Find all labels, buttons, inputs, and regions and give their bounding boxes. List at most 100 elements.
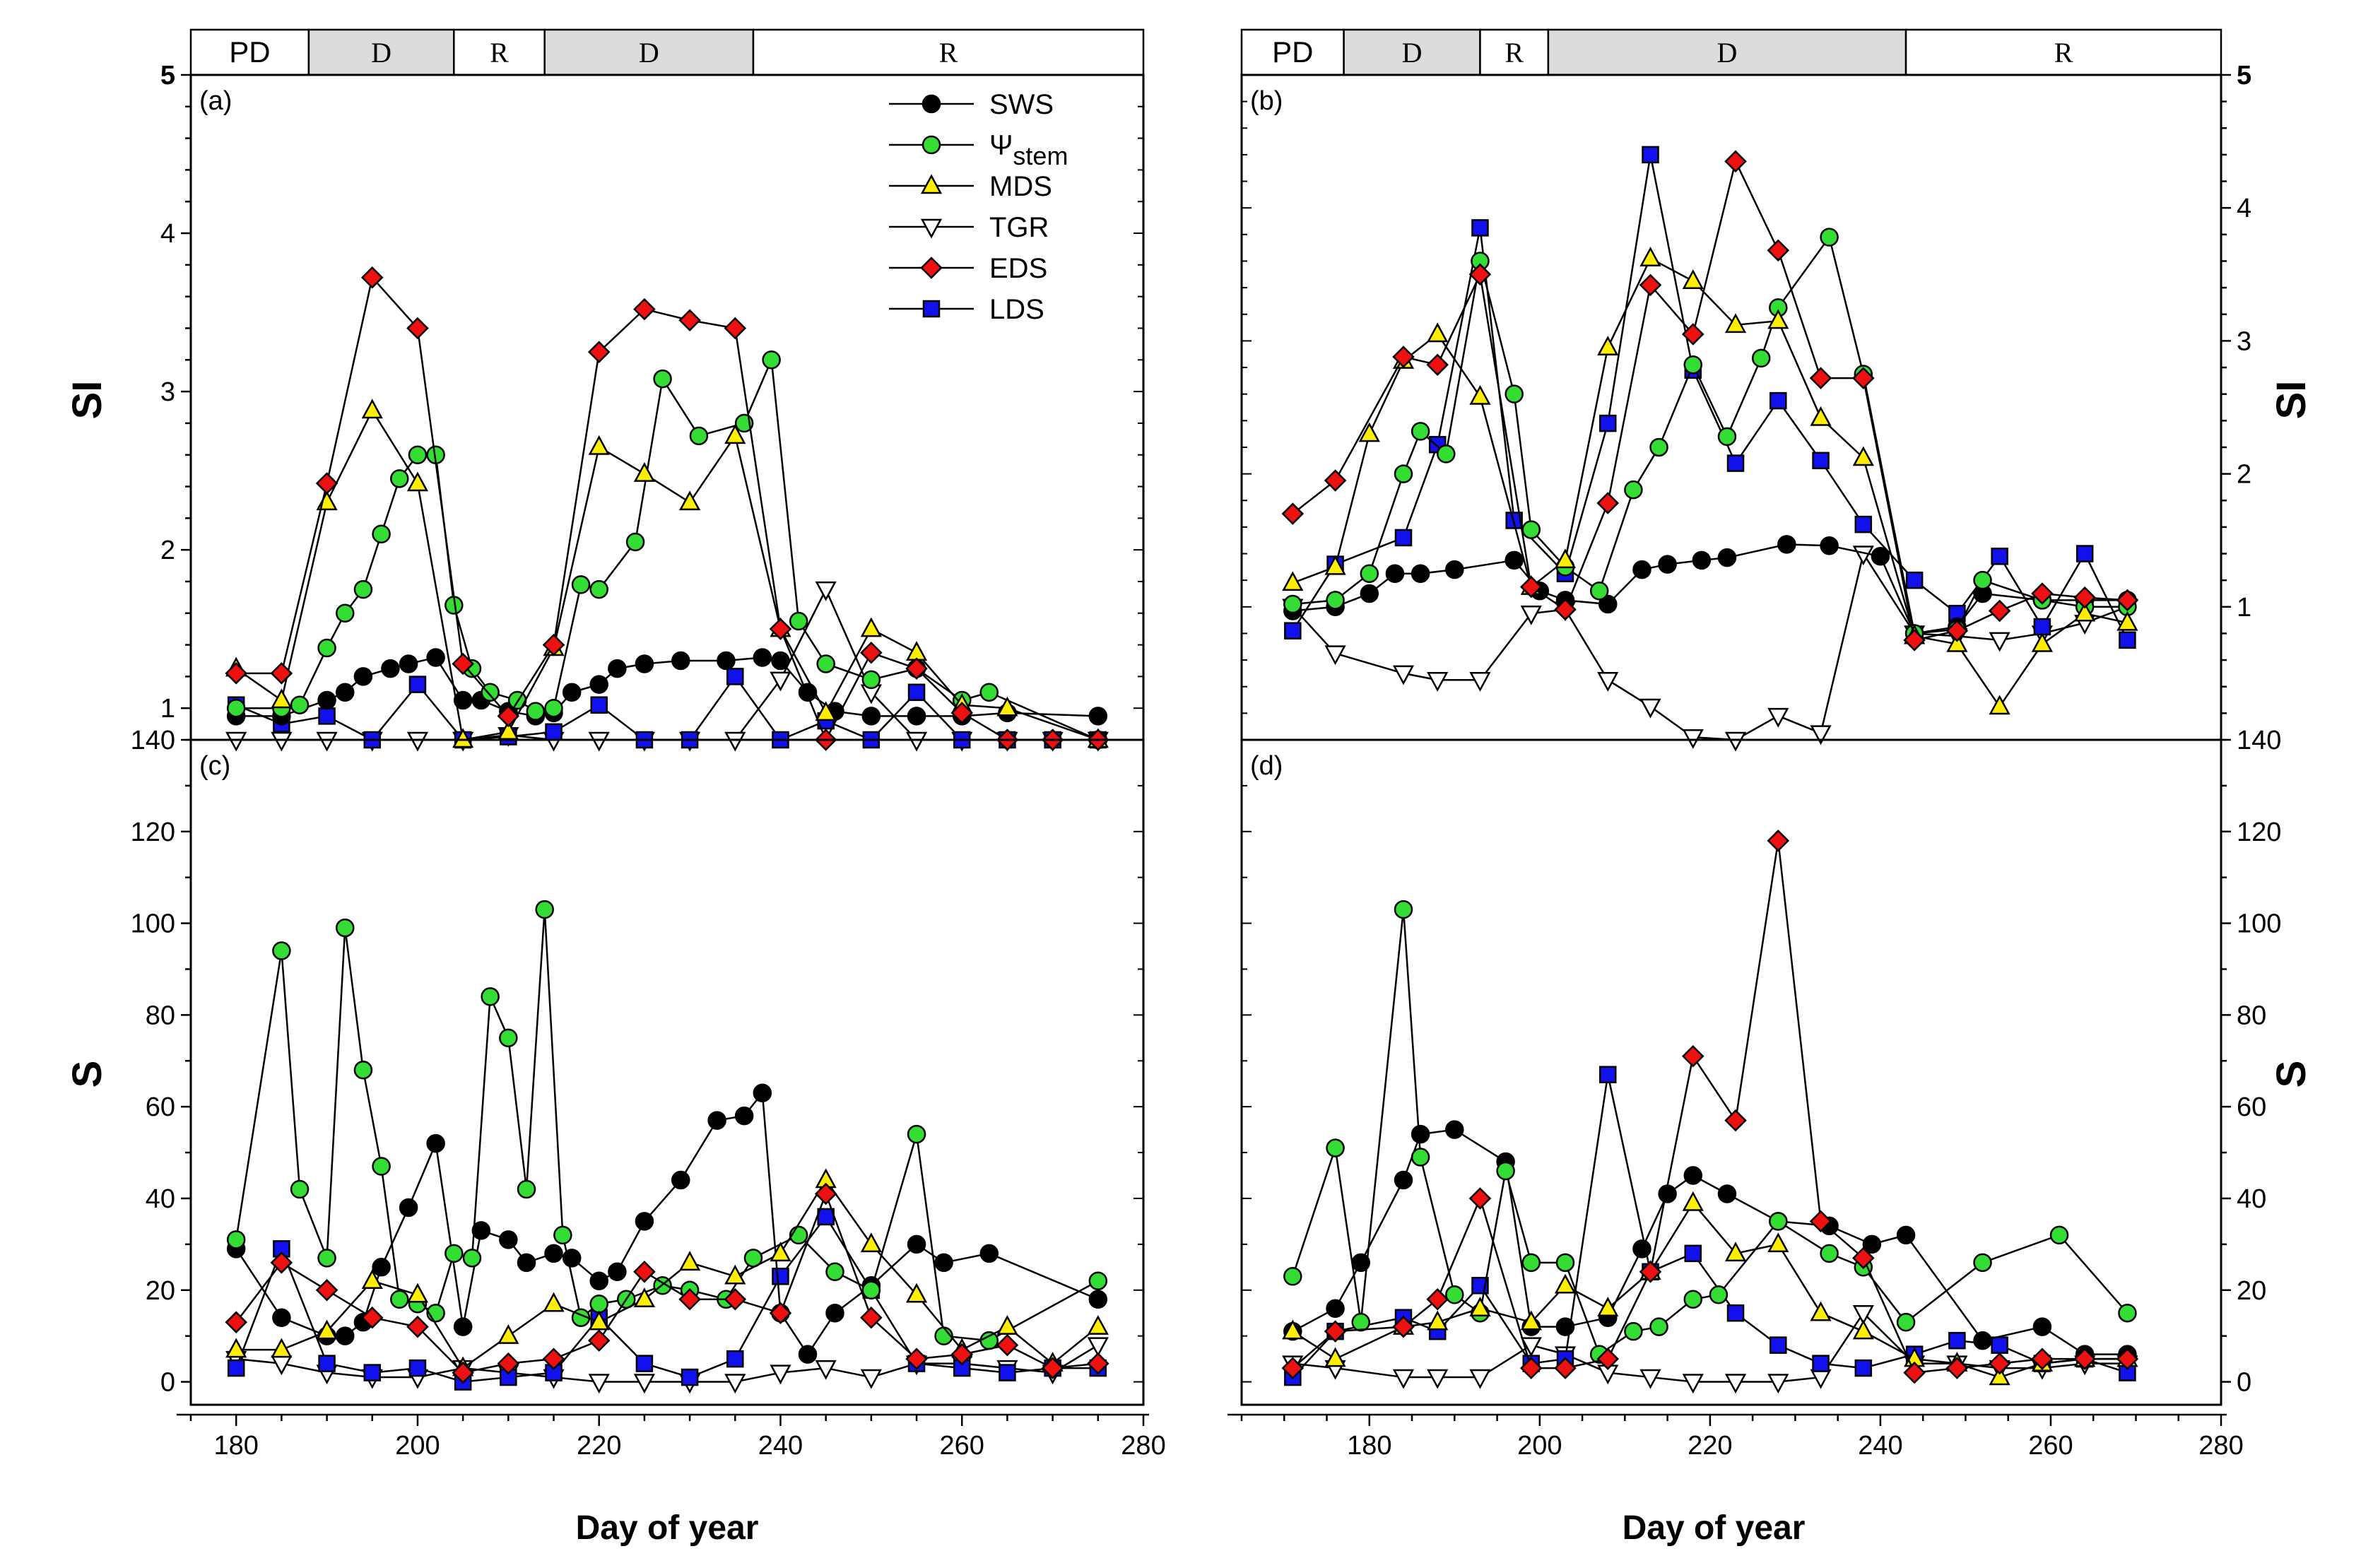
data-point (1597, 1297, 1619, 1316)
data-point (681, 1368, 699, 1386)
data-point (633, 297, 656, 321)
legend-label: MDS (989, 171, 1052, 202)
data-point (905, 641, 928, 661)
data-point (361, 399, 383, 419)
data-point (571, 575, 591, 594)
series-sws (226, 648, 1108, 726)
data-point (707, 1111, 726, 1130)
data-point (1426, 353, 1449, 377)
phase-label: R (490, 37, 509, 69)
data-point (1724, 1242, 1747, 1262)
data-point (590, 696, 608, 714)
y-tick-label: 40 (2237, 1184, 2266, 1214)
phase-label: PD (229, 35, 270, 69)
x-tick-label: 260 (2028, 1431, 2073, 1461)
data-point (724, 424, 746, 444)
data-point (860, 1232, 882, 1253)
plot-frame (189, 738, 1145, 1406)
data-point (771, 651, 790, 671)
data-point (1945, 1357, 1969, 1379)
data-point (225, 1311, 247, 1333)
data-point (653, 369, 672, 389)
y-tick-label: 0 (2237, 1368, 2251, 1398)
data-point (1724, 313, 1747, 334)
data-point (1087, 1352, 1109, 1375)
phase-label: R (1505, 37, 1524, 69)
x-axis-label-right: Day of year (1623, 1509, 1806, 1547)
series-eds (225, 266, 1109, 751)
data-point (1392, 1315, 1415, 1338)
series-psi (226, 900, 1108, 1350)
data-point (798, 683, 818, 702)
data-point (499, 1028, 518, 1048)
series-line (235, 909, 1099, 1342)
data-point (1682, 269, 1704, 289)
data-point (726, 1350, 744, 1368)
data-point (318, 707, 336, 725)
data-point (315, 1278, 338, 1302)
data-point (1411, 422, 1430, 441)
data-point (1088, 707, 1108, 726)
data-point (1683, 355, 1703, 375)
data-point (1767, 1374, 1789, 1394)
x-tick-label: 180 (213, 1431, 258, 1461)
data-point (353, 667, 373, 686)
series-lds (227, 1208, 1107, 1391)
data-point (1469, 672, 1491, 692)
data-point (724, 1287, 747, 1311)
data-point (905, 731, 928, 752)
data-point (1555, 1317, 1575, 1336)
data-point (772, 1268, 789, 1285)
y-tick-label: 60 (146, 1092, 175, 1122)
data-point (1988, 1352, 2011, 1375)
data-point (1427, 1310, 1449, 1331)
x-tick-label: 200 (1517, 1431, 1562, 1461)
x-tick-label: 180 (1347, 1431, 1391, 1461)
y-tick-label: 120 (131, 818, 175, 847)
data-point (1394, 1170, 1413, 1190)
data-point (1767, 830, 1790, 852)
data-point (671, 651, 690, 671)
panel-label: (c) (199, 751, 230, 781)
data-point (1351, 1312, 1370, 1332)
series-line (1292, 551, 2128, 741)
data-point (1812, 452, 1830, 470)
data-point (814, 1182, 837, 1206)
series-line (1292, 154, 2128, 641)
data-point (789, 611, 808, 631)
data-point (1326, 1299, 1345, 1318)
series-tgr (1282, 546, 2138, 752)
data-point (1281, 502, 1305, 525)
data-point (372, 1157, 391, 1176)
data-point (372, 524, 391, 543)
data-point (1682, 1191, 1704, 1211)
phase-label: D (371, 37, 391, 69)
y-tick-label: 140 (131, 726, 175, 755)
series-line (1292, 909, 2128, 1356)
data-point (1810, 725, 1832, 745)
data-point (587, 341, 611, 363)
series-tgr (225, 581, 1109, 752)
data-point (1639, 247, 1661, 266)
data-point (562, 683, 582, 702)
data-point (1324, 1320, 1347, 1343)
data-point (271, 731, 293, 752)
data-point (905, 1348, 928, 1370)
data-point (825, 1262, 844, 1282)
data-point (1769, 1212, 1788, 1231)
data-point (589, 1271, 608, 1291)
y-tick-label: 0 (160, 1368, 175, 1398)
data-point (1820, 536, 1839, 555)
series-mds (1282, 247, 2138, 715)
data-point (1427, 322, 1449, 343)
data-point (517, 1179, 536, 1199)
y-axis: 1 2 3 4 5 (160, 61, 1143, 741)
data-point (815, 1360, 837, 1380)
data-point (353, 579, 373, 599)
data-point (1437, 444, 1456, 464)
data-point (934, 1253, 953, 1273)
data-point (406, 317, 429, 340)
data-point (1683, 1290, 1703, 1309)
data-point (2031, 582, 2054, 605)
data-point (1767, 239, 1790, 262)
